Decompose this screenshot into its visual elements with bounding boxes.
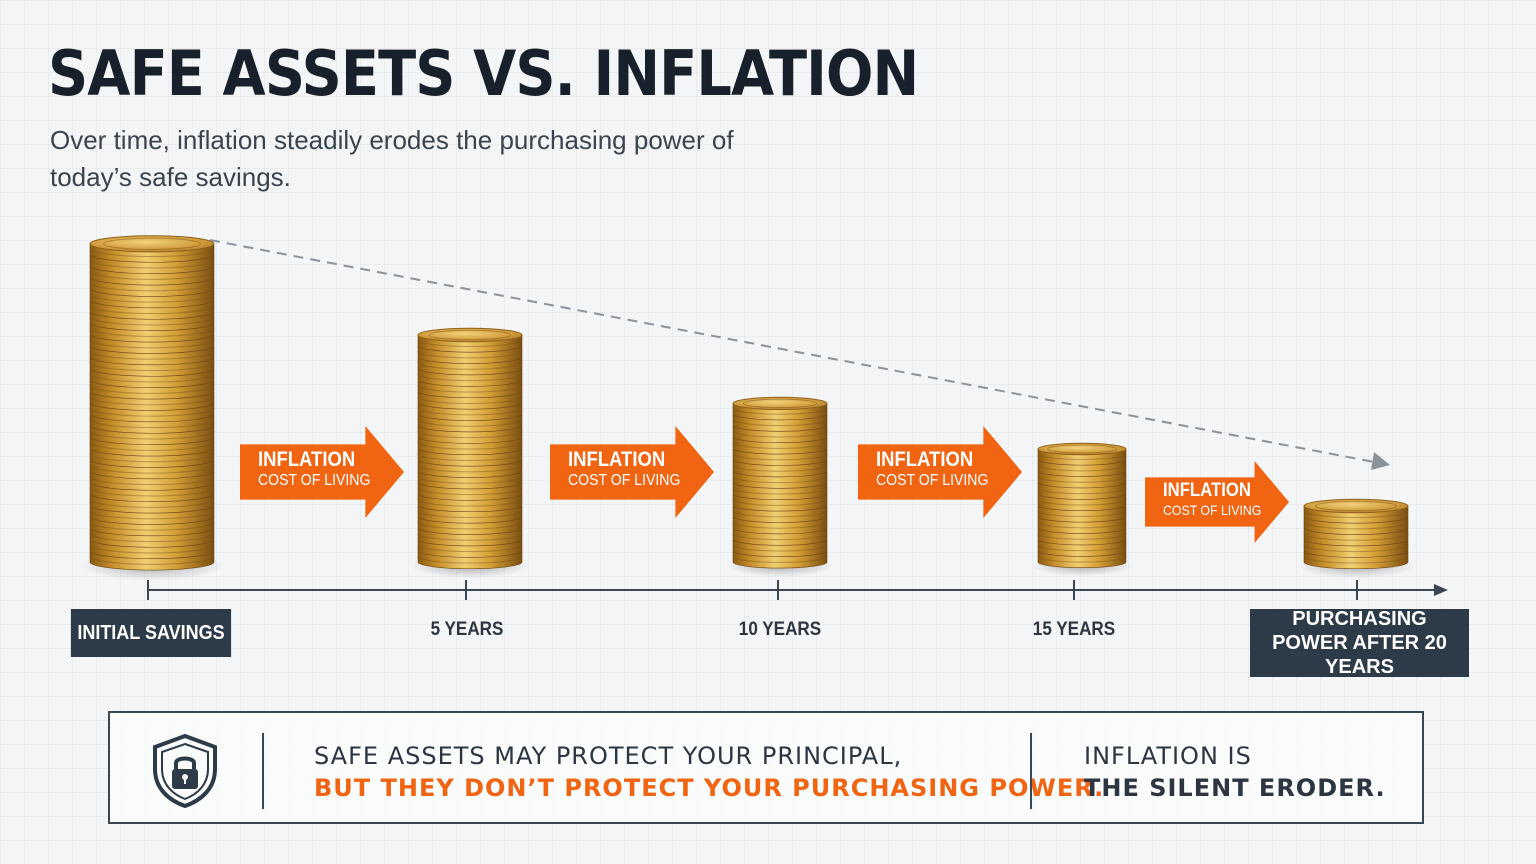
inflation-arrow-subtitle: COST OF LIVING — [258, 472, 371, 489]
coin-stacks-diagram — [80, 235, 1448, 600]
callout-line-2: BUT THEY DON’T PROTECT YOUR PURCHASING P… — [314, 774, 1105, 802]
callout-divider-right — [1030, 733, 1032, 809]
inflation-arrow-subtitle: COST OF LIVING — [568, 472, 681, 489]
inflation-arrow-text: INFLATION COST OF LIVING — [876, 449, 988, 491]
callout-box: SAFE ASSETS MAY PROTECT YOUR PRINCIPAL, … — [108, 711, 1424, 824]
coin-stack — [80, 235, 224, 581]
inflation-arrow-title: INFLATION — [1163, 480, 1251, 501]
callout-line-4: THE SILENT ERODER. — [1084, 774, 1386, 802]
stage-label: 10 YEARS — [738, 619, 822, 640]
inflation-arrow-text: INFLATION COST OF LIVING — [568, 449, 680, 491]
callout-conclusion: INFLATION IS THE SILENT ERODER. — [1084, 740, 1386, 804]
coin-stack — [1031, 442, 1133, 577]
timeline-arrowhead — [1434, 584, 1448, 596]
shield-lock-icon — [153, 733, 217, 809]
coin-stack — [410, 327, 530, 579]
inflation-arrow-title: INFLATION — [258, 448, 356, 471]
coin-stack — [1296, 498, 1416, 579]
inflation-arrow-title: INFLATION — [568, 448, 666, 471]
stage-label: INITIAL SAVINGS — [70, 609, 232, 657]
page-subtitle: Over time, inflation steadily erodes the… — [50, 125, 734, 192]
inflation-arrow — [550, 426, 714, 518]
trend-arrowhead — [1371, 452, 1390, 470]
inflation-arrow-text: INFLATION COST OF LIVING — [1163, 481, 1261, 519]
inflation-arrow-title: INFLATION — [876, 448, 974, 471]
inflation-arrow — [858, 426, 1022, 518]
trend-dashed-line — [209, 239, 1375, 463]
stage-label: PURCHASING POWER AFTER 20 YEARS — [1250, 608, 1469, 678]
callout-divider-left — [262, 733, 264, 809]
page-title: SAFE ASSETS VS. INFLATION — [48, 37, 919, 110]
callout-line-3: INFLATION IS — [1084, 742, 1252, 770]
stage-label: 15 YEARS — [1032, 619, 1116, 640]
inflation-arrow-subtitle: COST OF LIVING — [1163, 502, 1262, 518]
inflation-arrow-subtitle: COST OF LIVING — [876, 472, 989, 489]
inflation-arrow — [1145, 461, 1289, 543]
inflation-arrow — [240, 426, 404, 518]
callout-line-1: SAFE ASSETS MAY PROTECT YOUR PRINCIPAL, — [314, 742, 903, 770]
callout-message: SAFE ASSETS MAY PROTECT YOUR PRINCIPAL, … — [314, 740, 1104, 804]
coin-stack — [725, 396, 835, 577]
inflation-arrow-text: INFLATION COST OF LIVING — [258, 449, 370, 491]
stage-label: 5 YEARS — [430, 619, 504, 640]
